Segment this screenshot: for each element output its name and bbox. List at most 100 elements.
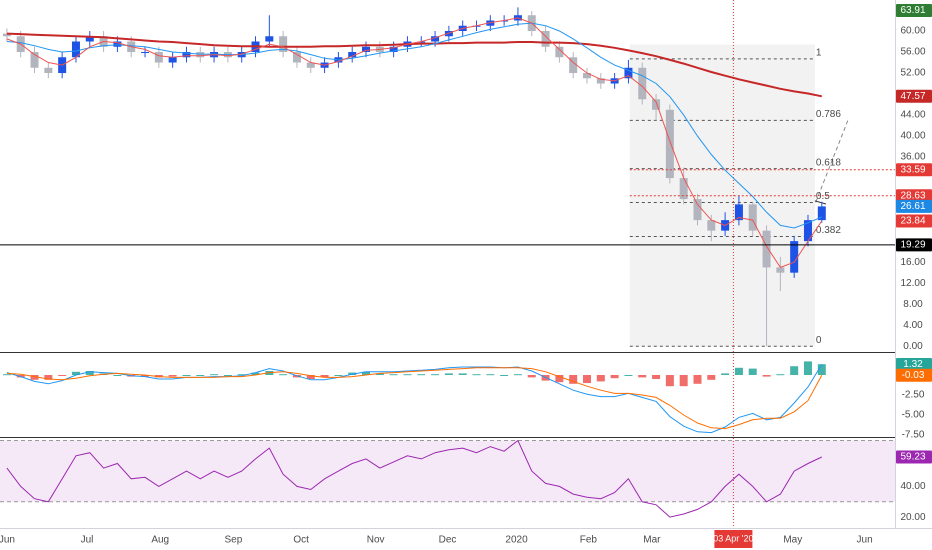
candle-body [596,78,605,84]
price-tag-label: -0.03 [902,370,925,381]
price-tag [896,238,932,252]
signal-line [6,367,823,430]
candle-body [762,230,771,268]
histogram-bar [624,375,633,376]
candle-body [707,220,716,231]
histogram-bar [223,375,232,376]
candle-body [486,20,495,26]
date-label: 03 Apr '20 [713,533,753,543]
histogram-bar [693,375,702,384]
candle-body [624,67,633,79]
candle-body [582,73,591,79]
y-tick-label: 4.00 [903,320,923,331]
price-tag [896,89,932,103]
histogram-bar [210,374,219,376]
candle-body [44,67,53,74]
histogram-bar [431,374,440,376]
histogram-bar [679,375,688,387]
candle-body [693,199,702,221]
candle-body [555,46,564,58]
y-tick-label: -5.00 [902,410,925,421]
fib-label: 0.5 [816,191,830,202]
candle-body [472,25,481,27]
histogram-bar [403,374,412,376]
histogram-bar [790,366,799,375]
price-tag-label: 19.29 [900,240,925,251]
x-tick-label: May [783,535,802,546]
y-tick-label: 60.00 [900,26,925,37]
y-tick-label: 20.00 [900,512,925,523]
moving-average [6,22,822,229]
macd-line [6,364,823,434]
fib-label: 0 [816,335,822,346]
price-tag [896,199,932,213]
price-tag-label: 1.32 [903,359,923,370]
candle-body [638,67,647,100]
histogram-bar [555,375,564,383]
histogram-bar [582,375,591,383]
price-tag [896,368,932,382]
histogram-bar [362,371,371,375]
histogram-bar [721,373,730,375]
histogram-bar [30,375,39,380]
histogram-bar [196,375,205,376]
candle-body [279,36,288,53]
moving-average [6,17,823,269]
candle-body [389,46,398,53]
histogram-bar [444,373,453,375]
candle-body [265,36,274,42]
histogram-bar [486,374,495,376]
x-tick-label: Oct [293,535,309,546]
y-tick-label: 0.00 [903,341,923,352]
projection-line [807,119,849,223]
histogram-bar [375,373,384,375]
histogram-bar [141,375,150,377]
histogram-bar [113,375,122,376]
histogram-bar [569,375,578,384]
candle-body [141,52,150,54]
histogram-bar [500,375,509,376]
histogram-bar [85,371,94,375]
y-tick-label: 36.00 [900,152,925,163]
price-tag-label: 47.57 [900,91,925,102]
histogram-bar [734,367,743,375]
candle-body [817,206,826,221]
candle-body [652,99,661,110]
histogram-bar [306,375,315,379]
histogram-bar [182,375,191,376]
candle-body [306,62,315,68]
y-tick-label: 12.00 [900,278,925,289]
histogram-bar [817,364,826,375]
histogram-bar [417,374,426,376]
histogram-bar [748,368,757,375]
histogram-bar [527,375,536,378]
price-tag-label: 63.91 [900,5,925,16]
candle-body [803,220,812,242]
price-tag [896,450,932,464]
price-tag [896,189,932,203]
y-tick-label: 44.00 [900,110,925,121]
price-tag-label: 23.84 [900,216,925,227]
y-tick-label: 56.00 [900,47,925,58]
histogram-bar [803,361,812,375]
fib-label: 1 [816,47,822,58]
candle-body [348,52,357,58]
candle-body [362,46,371,53]
x-tick-label: 2020 [505,535,528,546]
x-tick-label: Mar [643,535,661,546]
histogram-bar [610,375,619,379]
candle-body [292,52,301,63]
histogram-bar [513,374,522,376]
x-tick-label: Aug [151,535,169,546]
histogram-bar [237,374,246,376]
histogram-bar [251,372,260,375]
price-tag [896,163,932,177]
candle-body [776,267,785,273]
histogram-bar [762,375,771,377]
y-tick-label: 40.00 [900,131,925,142]
candle-body [113,41,122,47]
candle-body [679,178,688,200]
candle-body [196,52,205,58]
